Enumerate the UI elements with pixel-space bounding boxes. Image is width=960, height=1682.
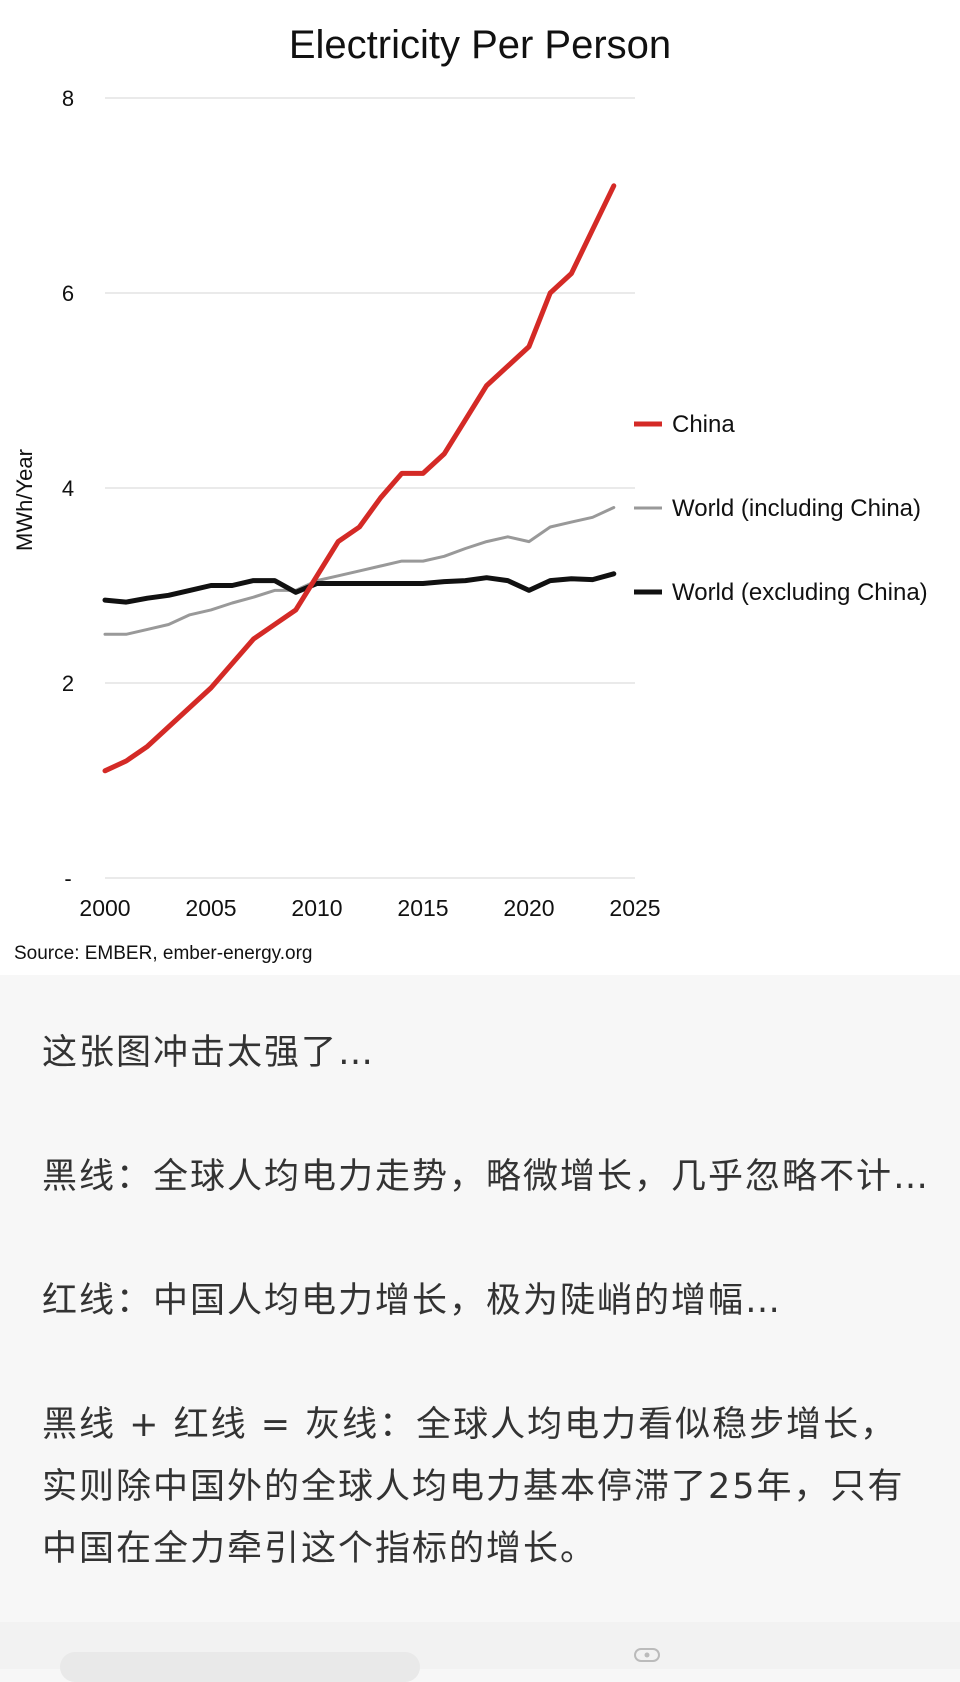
electricity-chart: Electricity Per Person MWh/Year - 2 4 6 8 20… <box>12 23 928 964</box>
series-line <box>103 506 616 636</box>
x-tick-label: 2000 <box>79 895 130 921</box>
y-axis-label: MWh/Year <box>12 449 37 551</box>
x-tick-label: 2010 <box>291 895 342 921</box>
grid-lines <box>105 97 635 879</box>
legend-label: World (excluding China) <box>672 579 928 606</box>
comment-input-bar[interactable] <box>60 1652 420 1682</box>
post-paragraph: 红线：中国人均电力增长，极为陡峭的增幅… <box>42 1281 783 1321</box>
legend-label: World (including China) <box>672 495 921 522</box>
y-tick-label: 2 <box>62 671 74 696</box>
y-tick-label: 8 <box>62 86 74 111</box>
y-tick-label: 6 <box>62 281 74 306</box>
watermark-icon <box>634 1648 660 1662</box>
y-tick-label: - <box>64 866 71 891</box>
x-tick-label: 2025 <box>609 895 660 921</box>
post-text: 这张图冲击太强了… 黑线：全球人均电力走势，略微增长，几乎忽略不计… 红线：中国… <box>42 1022 932 1642</box>
x-axis-ticks: 2000 2005 2010 2015 2020 2025 <box>79 895 660 921</box>
post-paragraph: 黑线 + 红线 = 灰线：全球人均电力看似稳步增长，实则除中国外的全球人均电力基… <box>42 1405 905 1569</box>
legend: China World (including China) World (exclu… <box>634 411 928 606</box>
legend-label: China <box>672 411 735 438</box>
x-tick-label: 2005 <box>185 895 236 921</box>
post-paragraph: 黑线：全球人均电力走势，略微增长，几乎忽略不计… <box>42 1157 931 1197</box>
y-axis-ticks: - 2 4 6 8 <box>62 86 74 891</box>
source-note: Source: EMBER, ember-energy.org <box>14 943 313 964</box>
post-paragraph: 这张图冲击太强了… <box>42 1033 376 1073</box>
y-tick-label: 4 <box>62 476 74 501</box>
series-line <box>102 571 617 605</box>
chart-title: Electricity Per Person <box>289 23 671 67</box>
bottom-bar <box>0 1622 960 1682</box>
x-tick-label: 2015 <box>397 895 448 921</box>
x-tick-label: 2020 <box>503 895 554 921</box>
series-line <box>102 183 617 774</box>
chart-card: Electricity Per Person MWh/Year - 2 4 6 8 20… <box>12 23 928 964</box>
series-lines <box>102 183 617 774</box>
